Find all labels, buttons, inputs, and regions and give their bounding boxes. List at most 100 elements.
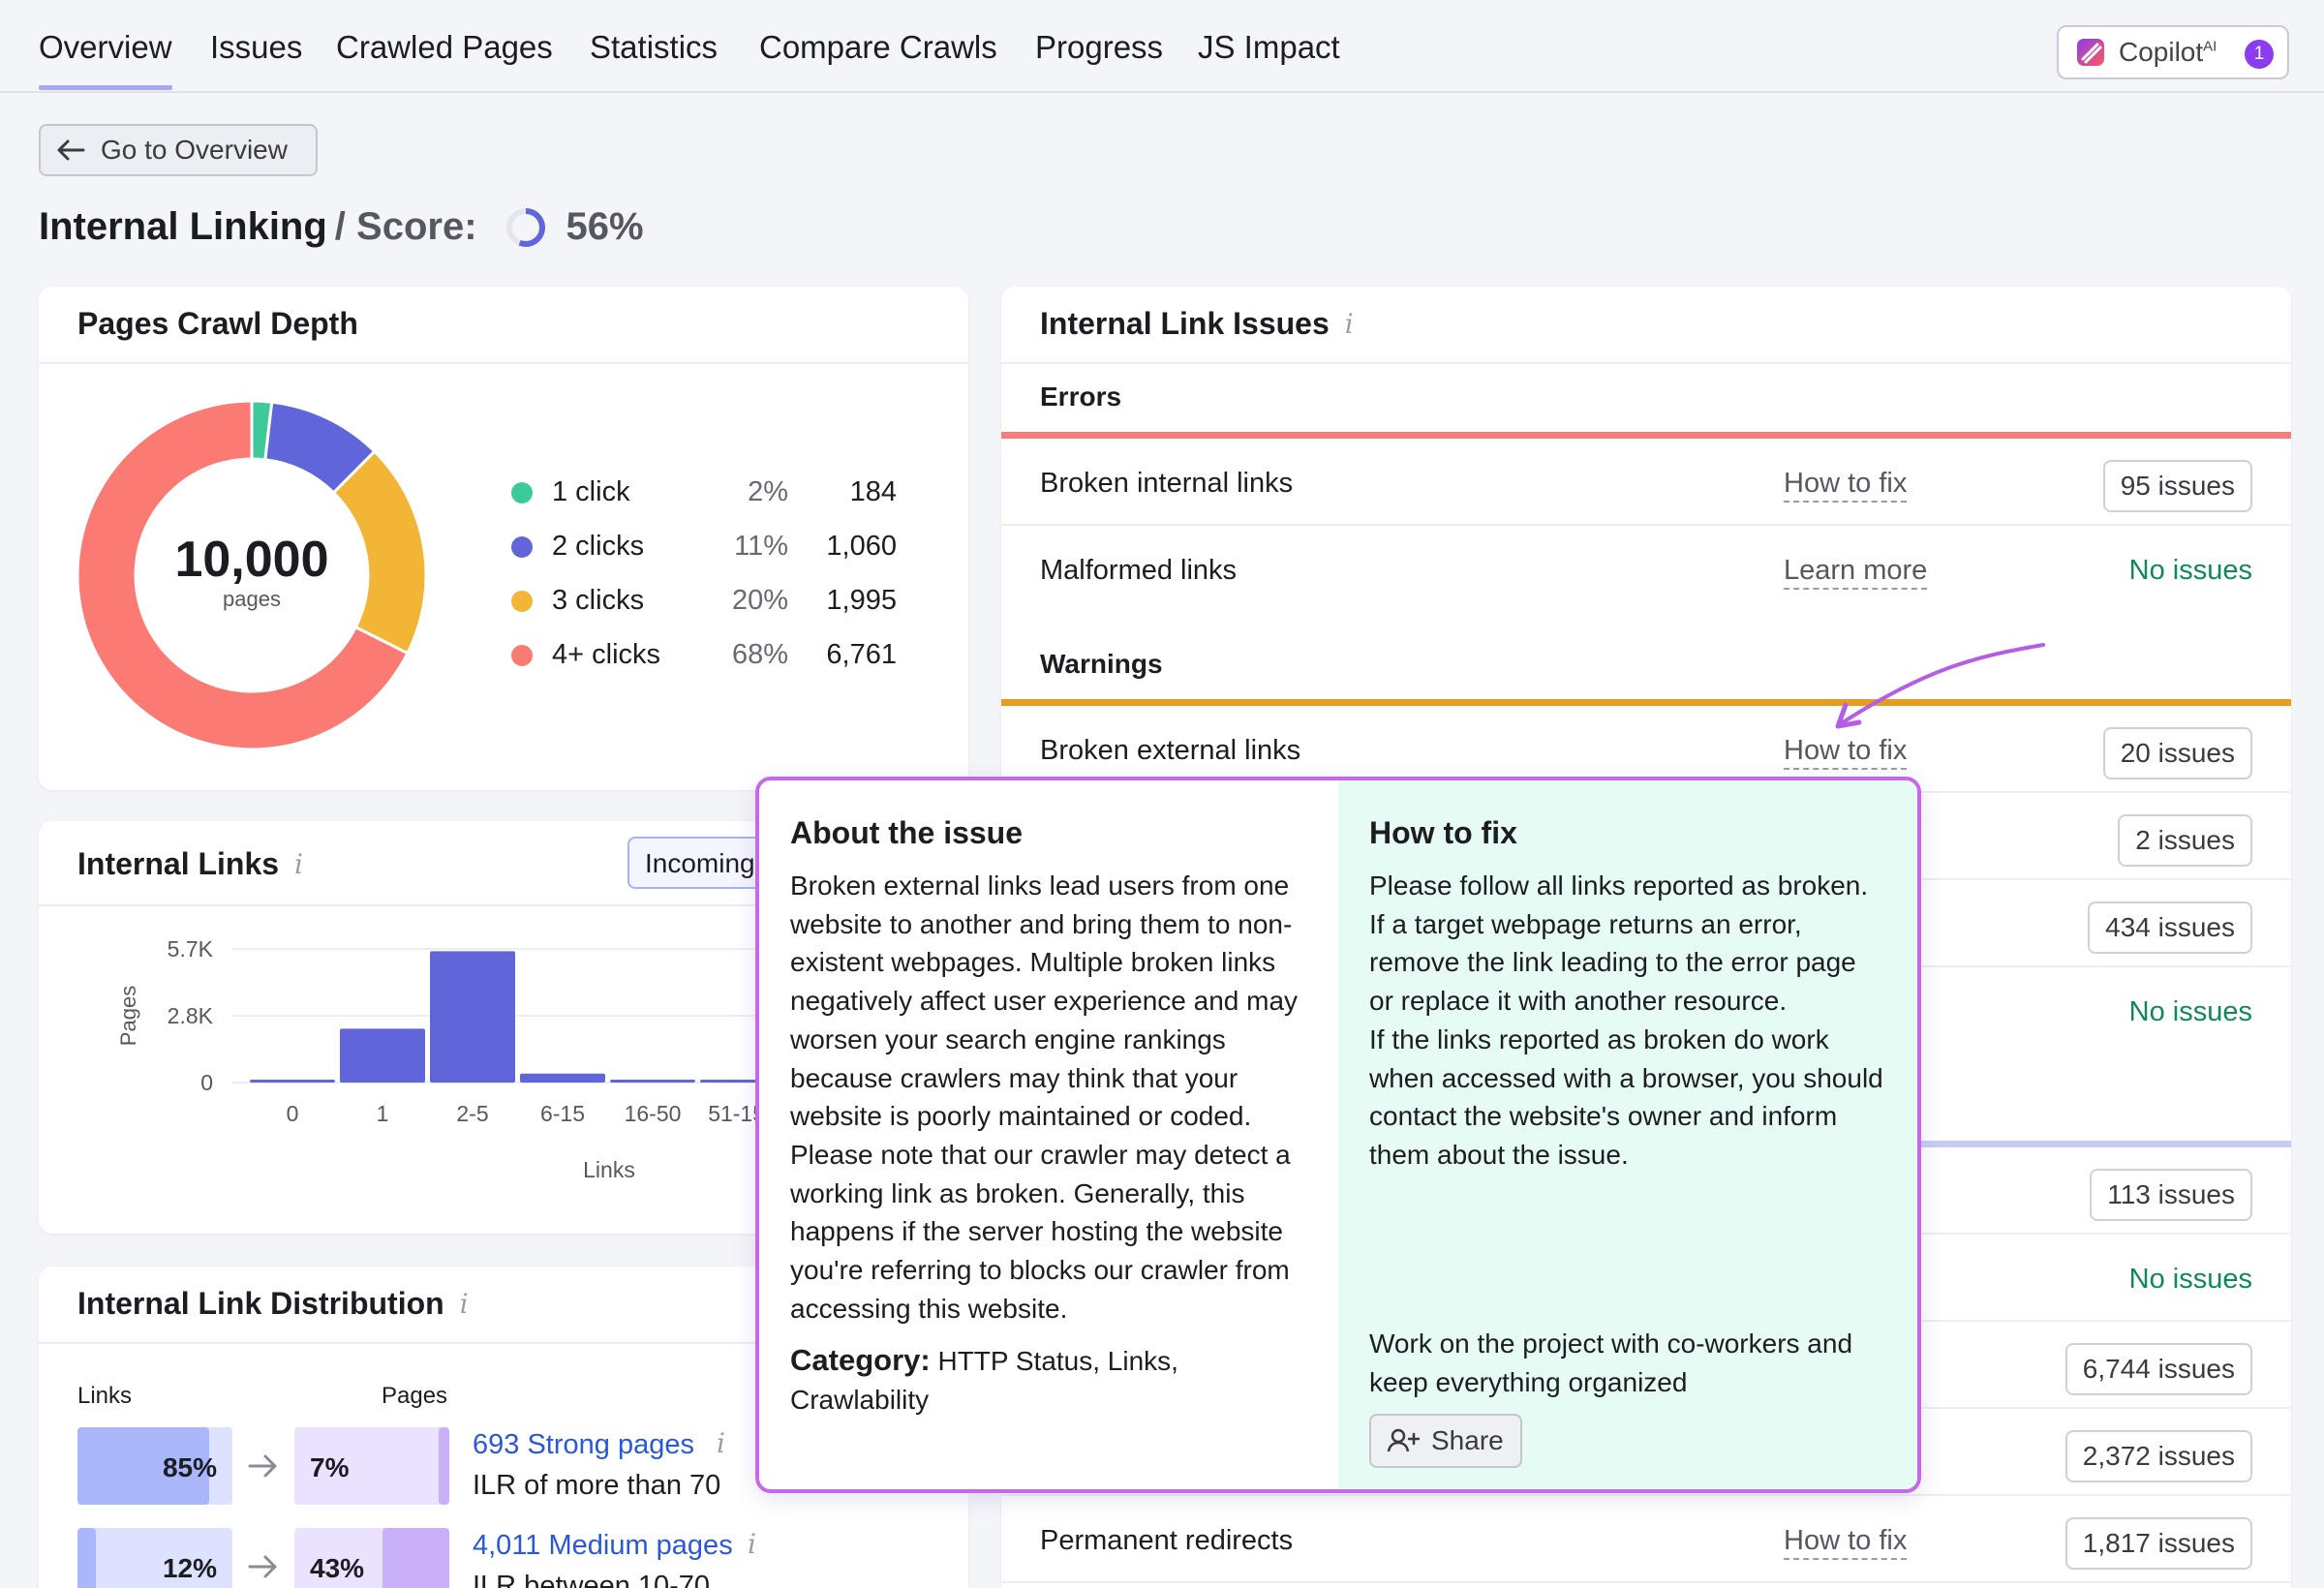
page-title-main: Internal Linking (39, 205, 327, 248)
strong-pages-desc: ILR of more than 70 (473, 1470, 721, 1501)
issue-name: Broken internal links (1040, 468, 1294, 499)
share-label: Share (1431, 1425, 1504, 1455)
how-to-fix-panel: How to fix Please follow all links repor… (1338, 780, 1917, 1489)
issue-details-popup: About the issue Broken external links le… (755, 777, 1921, 1493)
issue-name: Broken external links (1040, 735, 1301, 766)
warnings-label: Warnings (1040, 649, 1163, 679)
how-to-fix-title: How to fix (1369, 815, 1517, 850)
legend-dot (511, 535, 533, 558)
issue-row[interactable]: 113 issues (1001, 1147, 2291, 1235)
column-pages-header: Pages (382, 1383, 448, 1409)
legend-row-3-clicks[interactable]: 3 clicks 20% 1,995 (511, 585, 897, 617)
category-line: Category: HTTP Status, Links, Crawlabili… (790, 1341, 1307, 1419)
tab-progress[interactable]: Progress (1035, 29, 1164, 65)
issue-count-button[interactable]: 6,744 issues (2064, 1343, 2252, 1395)
about-issue-note: Please note that our crawler may detect … (790, 1139, 1291, 1324)
issue-row[interactable]: 2,372 issues (1001, 1409, 2291, 1496)
info-icon[interactable]: i (717, 1427, 725, 1459)
legend-count: 184 (849, 476, 897, 507)
tab-overview[interactable]: Overview (39, 29, 172, 90)
issue-row[interactable]: Broken internal links How to fix 95 issu… (1001, 439, 2291, 526)
bar-6-15 (520, 1073, 605, 1083)
how-to-fix-link[interactable]: How to fix (1784, 1525, 1908, 1560)
copilot-button[interactable]: CopilotAI 1 (2057, 25, 2289, 79)
tab-compare-crawls[interactable]: Compare Crawls (759, 29, 997, 65)
legend-label: 2 clicks (552, 531, 645, 562)
issue-row[interactable]: Malformed links Learn more No issues (1001, 526, 2291, 613)
y-tick-label: 2.8K (168, 1003, 214, 1028)
arrow-right-icon (248, 1454, 277, 1478)
how-to-fix-text: Please follow all links reported as brok… (1369, 870, 1869, 1017)
info-icon[interactable]: i (459, 1288, 469, 1320)
about-issue-panel: About the issue Broken external links le… (759, 780, 1338, 1489)
tab-crawled-pages[interactable]: Crawled Pages (336, 29, 553, 65)
links-share-bar: 85% (77, 1427, 232, 1505)
donut-center-value: 10,000 (174, 532, 329, 588)
x-tick-label: 0 (287, 1101, 299, 1126)
issue-row[interactable]: 434 issues (1001, 880, 2291, 967)
info-icon[interactable]: i (294, 848, 304, 880)
divider (1001, 362, 2291, 364)
issue-count-button[interactable]: 20 issues (2102, 727, 2252, 779)
issue-count-button[interactable]: 95 issues (2102, 460, 2252, 512)
errors-bar (1001, 432, 2291, 439)
issue-count-button[interactable]: 2 issues (2118, 814, 2252, 867)
links-share-value: 85% (162, 1452, 217, 1482)
pages-share-value: 7% (310, 1452, 350, 1482)
how-to-fix-link[interactable]: How to fix (1784, 468, 1908, 503)
issue-count-button[interactable]: 2,372 issues (2064, 1430, 2252, 1482)
issues-title: Internal Link Issues (1040, 306, 1330, 341)
issue-count-button[interactable]: 113 issues (2090, 1169, 2252, 1221)
issue-row[interactable]: Permanent redirects How to fix 1,817 iss… (1001, 1496, 2291, 1583)
how-to-fix-link[interactable]: How to fix (1784, 735, 1908, 770)
y-axis-label: Pages (116, 986, 140, 1046)
add-user-icon (1387, 1428, 1420, 1452)
tab-js-impact[interactable]: JS Impact (1198, 29, 1340, 65)
links-share-fill (77, 1427, 209, 1505)
legend-dot (511, 590, 533, 612)
score-value: 56% (566, 205, 644, 248)
score-ring-icon (505, 207, 545, 247)
errors-label: Errors (1040, 382, 1122, 412)
legend-label: 1 click (552, 476, 630, 507)
legend-label: 3 clicks (552, 585, 645, 616)
copilot-label: CopilotAI (2119, 37, 2217, 67)
legend-dot (511, 481, 533, 504)
legend-row-2-clicks[interactable]: 2 clicks 11% 1,060 (511, 531, 897, 563)
learn-more-link[interactable]: Learn more (1784, 555, 1928, 590)
legend-row-1-click[interactable]: 1 click 2% 184 (511, 476, 897, 508)
arrow-right-icon (248, 1555, 277, 1578)
info-icon[interactable]: i (748, 1528, 756, 1560)
info-icon[interactable]: i (1344, 308, 1354, 340)
arrow-left-icon (57, 139, 85, 161)
y-tick-label: 0 (200, 1070, 213, 1095)
tab-statistics[interactable]: Statistics (590, 29, 719, 65)
strong-pages-link[interactable]: 693 Strong pages (473, 1429, 694, 1460)
no-issues-status: No issues (2128, 555, 2252, 586)
x-axis-label: Links (583, 1157, 635, 1182)
legend-count: 1,060 (826, 531, 897, 562)
issue-count-button[interactable]: 1,817 issues (2064, 1517, 2252, 1570)
medium-pages-link[interactable]: 4,011 Medium pages (473, 1530, 733, 1561)
pages-share-fill (382, 1528, 449, 1588)
divider (39, 1342, 968, 1344)
legend-pct: 2% (748, 476, 788, 507)
links-share-bar: 12% (77, 1528, 232, 1588)
category-value: HTTP Status, Links, Crawlability (790, 1346, 1178, 1416)
issue-count-button[interactable]: 434 issues (2088, 901, 2252, 954)
go-to-overview-button[interactable]: Go to Overview (39, 124, 318, 176)
share-button[interactable]: Share (1369, 1414, 1522, 1468)
link-distribution-title-wrap: Internal Link Distribution i (77, 1286, 469, 1322)
pages-share-fill (438, 1427, 449, 1505)
x-tick-label: 6-15 (540, 1101, 585, 1126)
tab-issues[interactable]: Issues (210, 29, 303, 65)
bar-1 (340, 1028, 425, 1083)
legend-dot (511, 644, 533, 666)
x-tick-label: 16-50 (625, 1101, 682, 1126)
legend-count: 1,995 (826, 585, 897, 616)
legend-row-4-plus-clicks[interactable]: 4+ clicks 68% 6,761 (511, 639, 897, 671)
bar-0 (250, 1080, 335, 1083)
page-title-suffix: / Score: (334, 205, 477, 248)
donut-slice-4-clicks[interactable] (77, 401, 410, 749)
internal-links-title-wrap: Internal Links i (77, 846, 303, 882)
